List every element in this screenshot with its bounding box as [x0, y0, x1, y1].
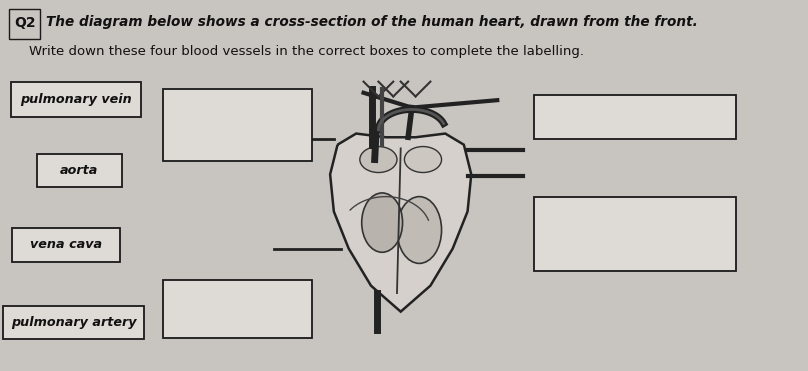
Text: pulmonary artery: pulmonary artery: [11, 316, 137, 329]
FancyBboxPatch shape: [163, 280, 312, 338]
Ellipse shape: [360, 147, 397, 173]
FancyBboxPatch shape: [534, 197, 736, 271]
FancyBboxPatch shape: [36, 154, 122, 187]
FancyBboxPatch shape: [9, 9, 40, 39]
FancyBboxPatch shape: [3, 306, 145, 339]
Ellipse shape: [405, 147, 441, 173]
Text: vena cava: vena cava: [30, 238, 102, 252]
Text: pulmonary vein: pulmonary vein: [20, 93, 132, 106]
Text: aorta: aorta: [61, 164, 99, 177]
FancyBboxPatch shape: [534, 95, 736, 139]
Ellipse shape: [397, 197, 441, 263]
FancyBboxPatch shape: [12, 228, 120, 262]
Text: Q2: Q2: [14, 16, 36, 30]
PathPatch shape: [330, 134, 471, 312]
FancyBboxPatch shape: [163, 89, 312, 161]
Text: The diagram below shows a cross-section of the human heart, drawn from the front: The diagram below shows a cross-section …: [46, 15, 698, 29]
Text: Write down these four blood vessels in the correct boxes to complete the labelli: Write down these four blood vessels in t…: [29, 45, 584, 58]
FancyBboxPatch shape: [11, 82, 141, 117]
Ellipse shape: [362, 193, 402, 252]
